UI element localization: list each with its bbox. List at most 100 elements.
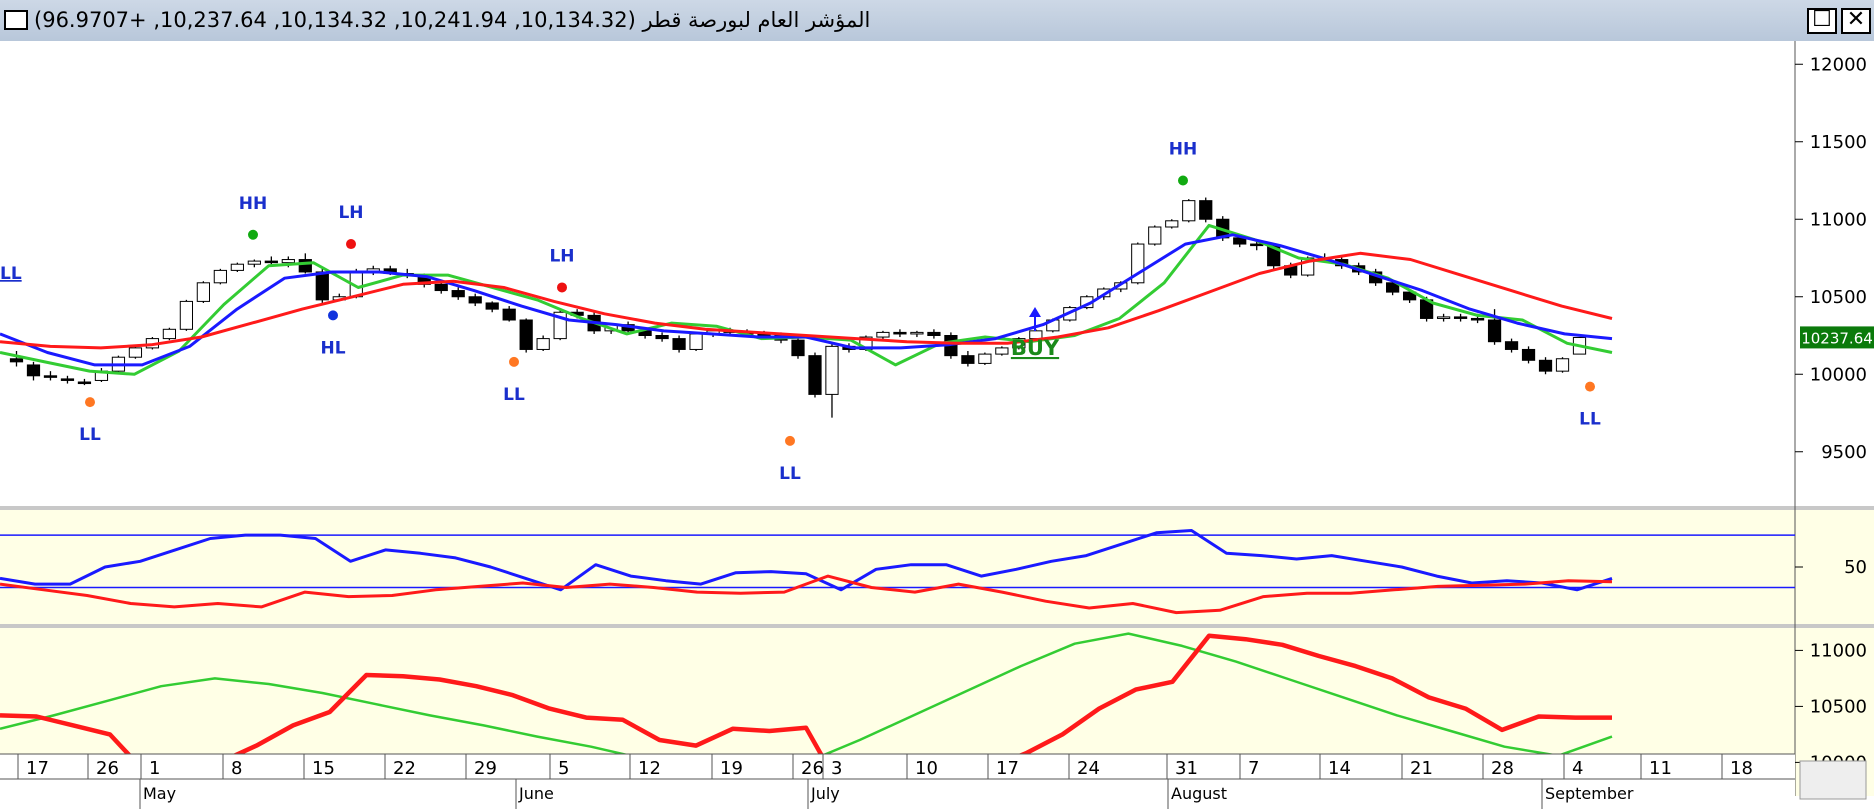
signal-label-ll: LL (1579, 410, 1601, 430)
candle-body (247, 260, 261, 265)
candle-body (1097, 288, 1111, 298)
date-tick-label: 12 (638, 758, 661, 779)
pane-separator (0, 624, 1874, 628)
price-pane-bg (0, 41, 1874, 506)
price-y-tick-label: 11000 (1810, 209, 1867, 230)
date-tick-label: 17 (996, 758, 1019, 779)
month-label: May (143, 784, 176, 803)
candle-body (1470, 317, 1485, 321)
window-title: المؤشر العام لبورصة قطر (10,134.32, 10,2… (34, 8, 871, 32)
candle-body (1521, 348, 1536, 361)
date-tick-label: 29 (474, 758, 497, 779)
red-moving-average-line (0, 251, 1613, 350)
price-y-tick-label: 10000 (1810, 364, 1867, 385)
red-oscillator-line (0, 574, 1613, 615)
current-price-label: 10237.64 (1801, 329, 1873, 347)
buy-arrow-head-icon (1029, 307, 1041, 317)
candle-body (1199, 200, 1213, 220)
date-tick-label: 8 (231, 758, 242, 779)
candle-body (77, 381, 92, 385)
month-label: June (518, 784, 554, 803)
candle-body (179, 300, 194, 330)
candle-body (1555, 358, 1570, 372)
candle-body (9, 358, 24, 363)
candle-body (961, 355, 975, 364)
date-tick-label: 15 (312, 758, 335, 779)
signal-dot (328, 310, 338, 321)
signal-dot (248, 229, 258, 240)
lower-y-tick-label: 11000 (1810, 640, 1867, 661)
oscillator-pane-bg (0, 510, 1874, 624)
candle-body (1402, 291, 1417, 301)
candle-body (672, 338, 686, 350)
window-menu-icon[interactable] (4, 10, 28, 30)
pane-separator (0, 506, 1874, 510)
signal-label-hh: HH (239, 194, 267, 214)
candle-body (485, 302, 499, 310)
date-tick-label: 31 (1175, 758, 1198, 779)
candle-body (1453, 316, 1468, 319)
date-tick-label: 19 (720, 758, 743, 779)
signal-dot (346, 239, 356, 250)
month-label: September (1545, 784, 1634, 803)
candle-body (536, 338, 550, 350)
signal-label-lh: LH (549, 246, 574, 266)
date-tick-label: 14 (1328, 758, 1351, 779)
candle-body (876, 331, 890, 338)
candle-body (1504, 341, 1519, 350)
candle-body (1436, 316, 1451, 319)
date-tick-label: 28 (1491, 758, 1514, 779)
chart-area[interactable]: 12000 11500 11000 10500 10000 9500 50 11000 1050… (0, 41, 1874, 809)
signal-label-ll: LL (779, 464, 801, 484)
date-tick-label: 3 (831, 758, 842, 779)
window-titlebar: المؤشر العام لبورصة قطر (10,134.32, 10,2… (0, 0, 1874, 42)
lower-y-tick-label: 10500 (1810, 696, 1867, 717)
candle-body (808, 355, 822, 395)
current-price-tag (1800, 326, 1874, 349)
date-tick-label: 17 (26, 758, 49, 779)
candle-body (1538, 359, 1553, 372)
maximize-button[interactable]: ☐ (1807, 8, 1837, 34)
date-tick-label: 22 (393, 758, 416, 779)
date-tick-label: 21 (1410, 758, 1433, 779)
candle-body (893, 331, 907, 335)
signal-label-hl: HL (320, 338, 345, 358)
candle-body (468, 296, 482, 304)
date-tick-label: 18 (1730, 758, 1753, 779)
candle-body (995, 347, 1009, 355)
buy-signal-label: BUY (1011, 336, 1060, 360)
candle-body (1148, 226, 1162, 245)
signal-dot (1178, 175, 1188, 186)
date-tick-label: 26 (801, 758, 824, 779)
date-tick-label: 1 (149, 758, 160, 779)
candle-body (434, 283, 448, 292)
candle-body (128, 347, 143, 358)
oscillator-y-tick-label: 50 (1844, 557, 1867, 578)
signal-dot (509, 356, 519, 367)
close-button[interactable]: ✕ (1841, 8, 1871, 34)
signal-label-ll: LL (503, 385, 525, 405)
date-tick-label: 11 (1649, 758, 1672, 779)
date-tick-label: 26 (96, 758, 119, 779)
date-tick-label: 24 (1077, 758, 1100, 779)
candle-body (315, 271, 329, 301)
signal-label-left-edge: LL (0, 264, 22, 284)
candle-body (978, 353, 992, 364)
candle-body (26, 364, 41, 377)
candle-body (910, 331, 924, 335)
month-label: July (810, 784, 840, 803)
candle-body (1182, 200, 1196, 222)
candle-body (1386, 282, 1400, 293)
month-label: August (1171, 784, 1227, 803)
date-tick-label: 5 (558, 758, 569, 779)
corner-box (1799, 760, 1867, 800)
candle-body (519, 319, 533, 350)
candle-body (825, 345, 839, 395)
candle-body (264, 260, 278, 264)
candle-body (1165, 220, 1179, 228)
date-tick-label: 7 (1248, 758, 1259, 779)
signal-dot (785, 435, 795, 446)
price-y-tick-label: 10500 (1810, 287, 1867, 308)
date-tick-label: 10 (915, 758, 938, 779)
candle-body (162, 328, 177, 340)
